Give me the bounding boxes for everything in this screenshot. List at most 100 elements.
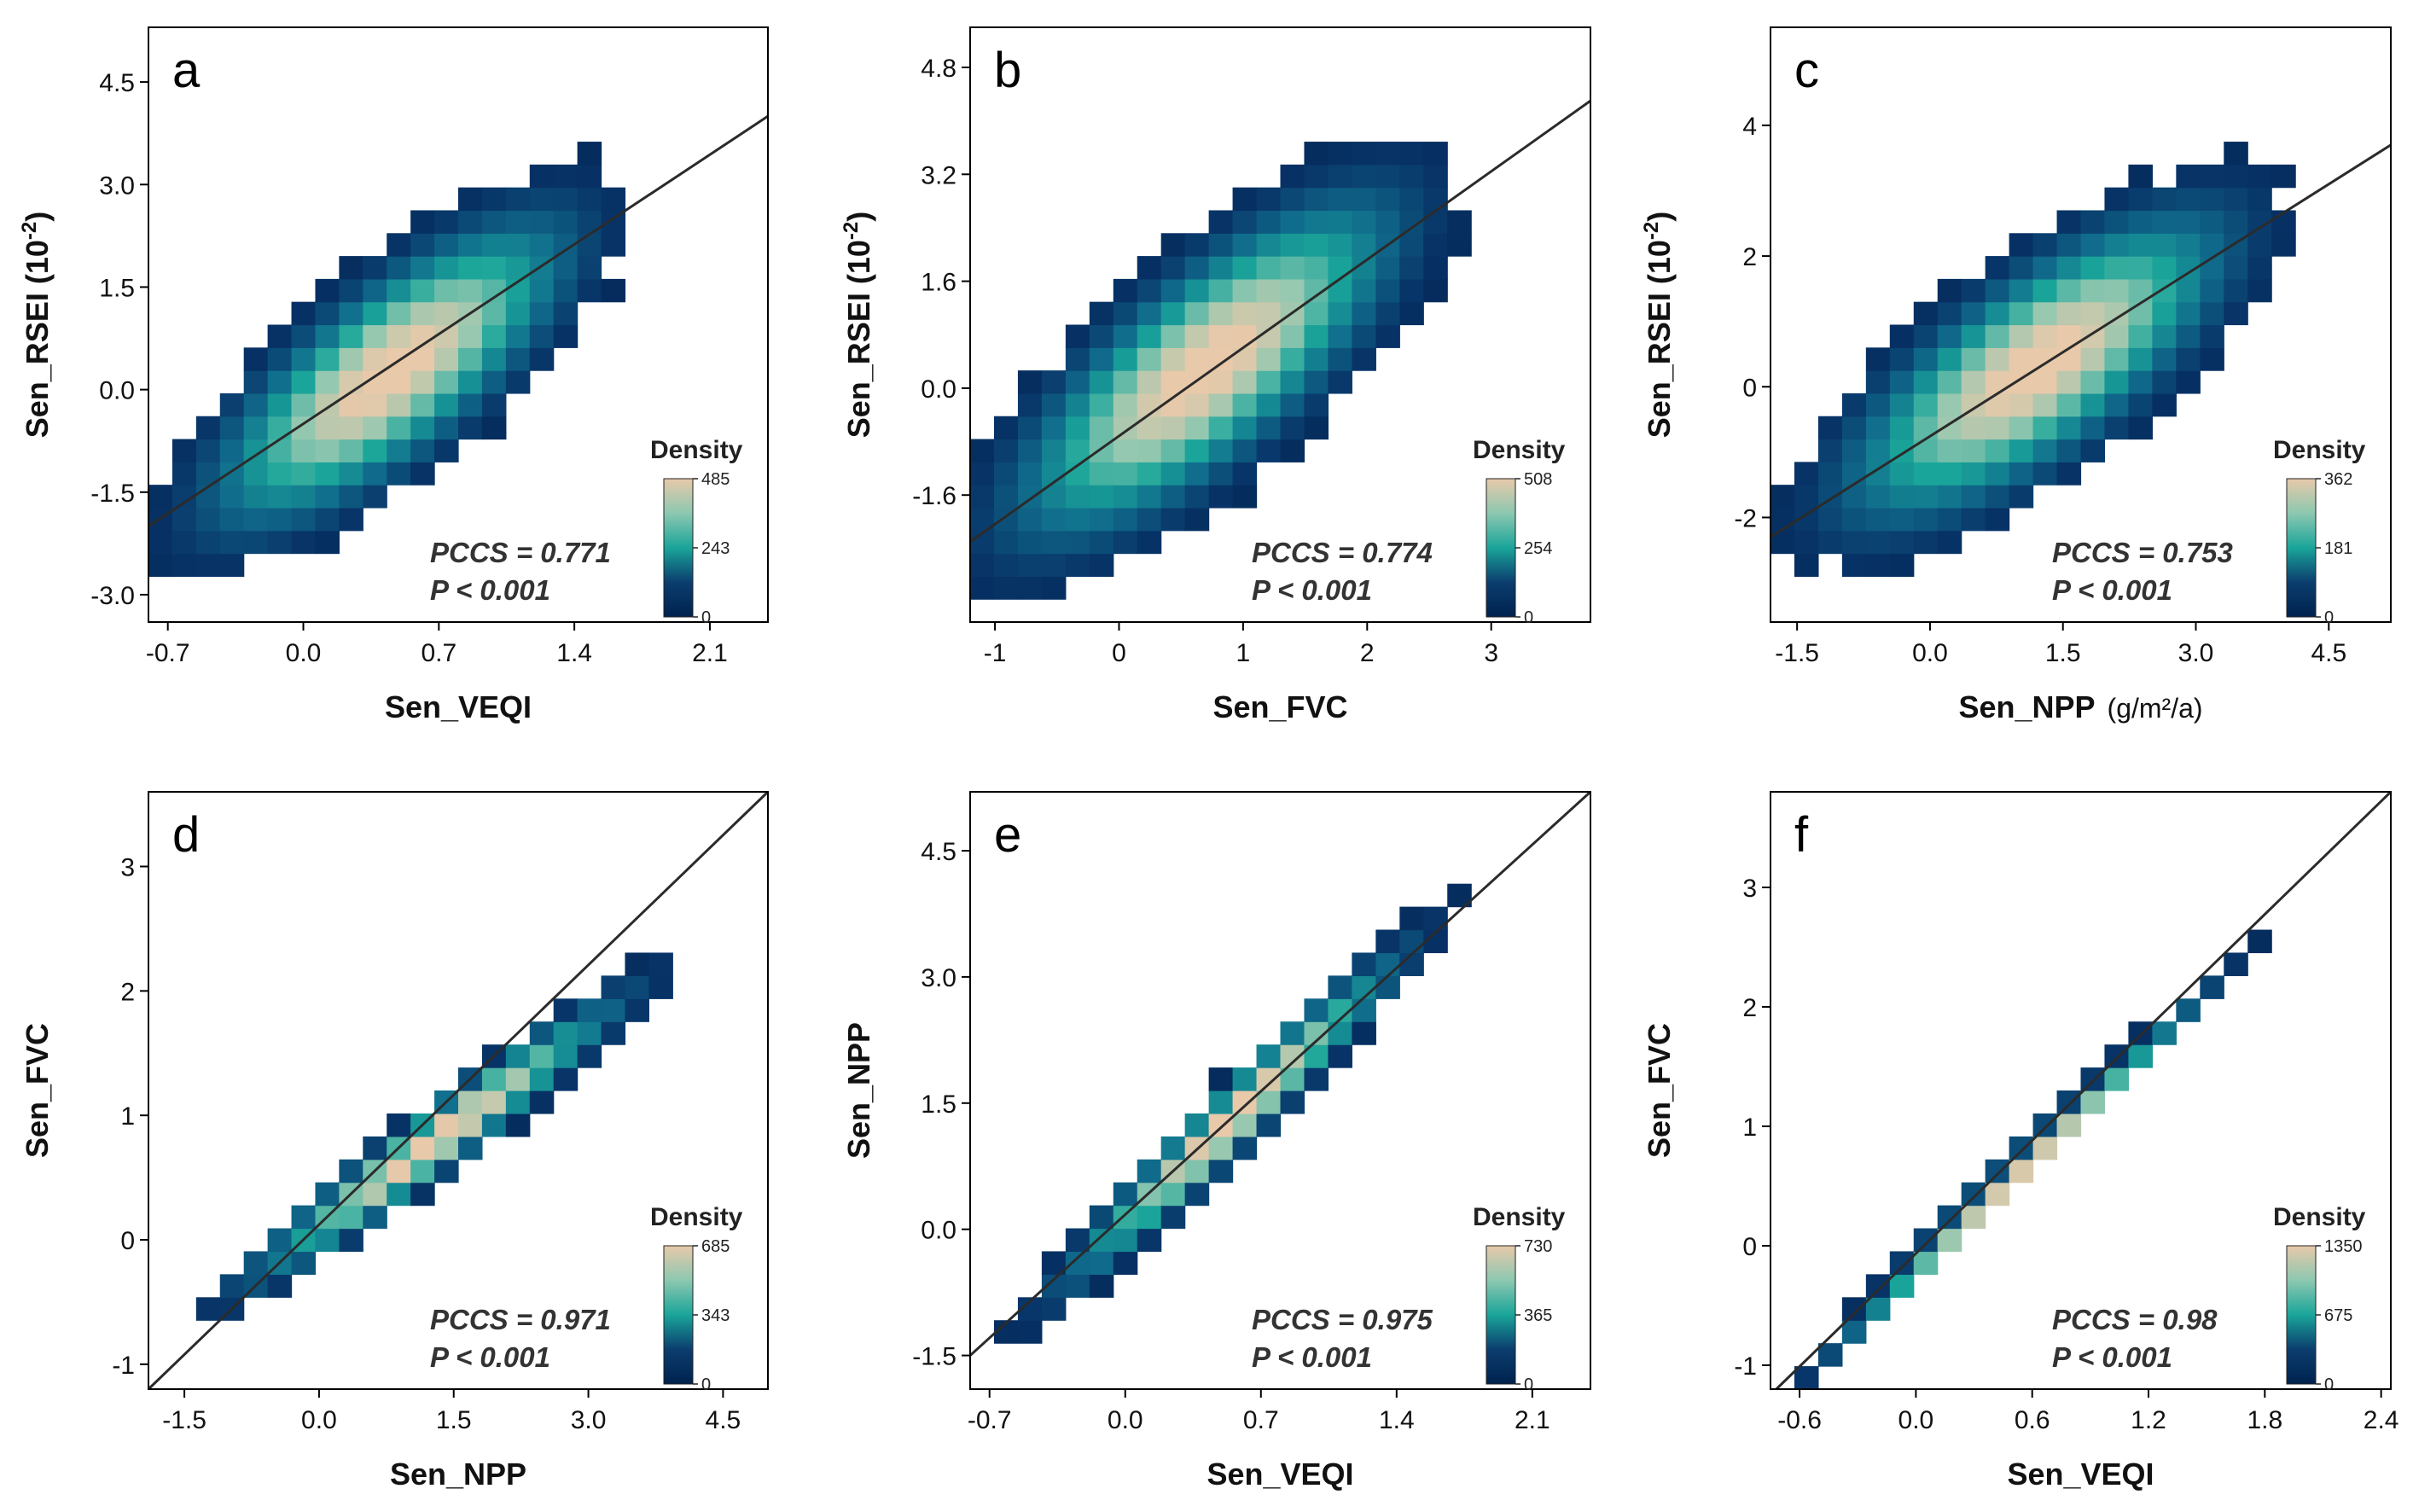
density-cell [195, 553, 221, 577]
density-cell [1328, 187, 1352, 212]
density-legend: Density 508 254 0 [1473, 436, 1566, 627]
density-cell [1817, 507, 1843, 532]
pccs-value: PCCS = 0.98 [2052, 1304, 2218, 1335]
density-cell [1794, 1366, 1819, 1390]
density-cell [1399, 187, 1424, 212]
density-cell [2200, 256, 2224, 280]
y-tick-label: 1.6 [921, 269, 956, 297]
density-cell [2176, 301, 2201, 326]
y-tick-label: 3.2 [921, 161, 956, 189]
density-cell [2128, 187, 2153, 212]
x-axis-label: Sen_FVC [1212, 689, 1347, 724]
density-cell [1865, 507, 1891, 532]
density-cell [1280, 1021, 1305, 1045]
density-cell [1817, 462, 1843, 486]
density-cell [1113, 530, 1138, 555]
density-cell [1089, 462, 1114, 486]
density-cell [2152, 324, 2177, 348]
density-cell [267, 485, 293, 509]
density-cell [363, 347, 387, 371]
density-cell [291, 462, 317, 486]
density-cell [1375, 929, 1400, 954]
y-axis-label: Sen_RSEI (10-2) [18, 212, 55, 438]
density-cell [2080, 393, 2106, 417]
density-cell [1113, 1251, 1138, 1275]
density-cell [458, 393, 483, 417]
density-cell [2104, 233, 2130, 257]
density-cell [458, 278, 483, 303]
density-cell [315, 278, 340, 303]
density-cell [505, 1090, 531, 1114]
density-cell [1961, 370, 1986, 394]
density-cell [481, 347, 507, 371]
density-cell [2200, 324, 2224, 348]
density-cell [1184, 1159, 1210, 1183]
density-cell [2009, 439, 2034, 462]
density-cell [1375, 952, 1400, 976]
x-tick-label: 2.1 [1515, 1406, 1550, 1434]
x-axis-unit: (g/m²/a) [2108, 693, 2203, 724]
density-cell [1041, 530, 1067, 555]
density-cell [1065, 324, 1090, 348]
density-cell [148, 530, 173, 555]
density-cell [1961, 1182, 1986, 1207]
density-cell [2104, 347, 2130, 371]
density-cell [410, 393, 435, 417]
density-cell [2271, 233, 2296, 257]
density-cell [2056, 256, 2082, 280]
density-cell [1256, 393, 1282, 417]
density-cell [291, 370, 317, 394]
density-cell [1208, 462, 1234, 486]
x-tick-label: 1.8 [2247, 1406, 2282, 1434]
density-cell [529, 347, 555, 371]
panel-letter: b [994, 43, 1021, 98]
density-cell [625, 998, 649, 1022]
density-cell [1160, 507, 1186, 532]
density-cell [2176, 278, 2201, 303]
density-cell [1280, 256, 1305, 280]
density-cell [458, 347, 483, 371]
density-cell [243, 393, 269, 417]
density-cell [195, 530, 221, 555]
density-cell [1137, 370, 1162, 394]
density-cell [993, 530, 1019, 555]
density-cell [387, 233, 411, 257]
density-cell [1328, 233, 1352, 257]
density-cell [1352, 301, 1376, 326]
density-cell [1137, 507, 1162, 532]
density-cell [339, 1205, 363, 1230]
legend-title: Density [1473, 436, 1566, 464]
density-cell [1017, 393, 1043, 417]
density-cell [315, 301, 340, 326]
density-cell [1208, 393, 1234, 417]
density-cell [993, 416, 1019, 440]
density-cell [387, 462, 411, 486]
density-cell [529, 233, 555, 257]
density-cell [577, 164, 602, 189]
density-cell [1841, 462, 1867, 486]
x-tick-label: 0.0 [1912, 639, 1948, 667]
density-cell [458, 324, 483, 348]
density-cell [553, 1067, 579, 1091]
pccs-value: PCCS = 0.753 [2052, 537, 2233, 568]
p-value: P < 0.001 [2052, 1341, 2172, 1373]
density-cell [1913, 1251, 1939, 1275]
density-cell [1304, 187, 1329, 212]
density-cell [2104, 187, 2130, 212]
density-cell [243, 370, 269, 394]
density-cell [1137, 530, 1162, 555]
x-tick-label: -1.5 [1775, 639, 1819, 667]
density-cell [553, 1021, 579, 1045]
density-cell [601, 233, 626, 257]
density-cell [970, 553, 995, 577]
density-cell [1137, 324, 1162, 348]
density-cell [195, 507, 221, 532]
colorbar-tick-label: 0 [701, 608, 711, 627]
x-tick-label: -0.7 [968, 1406, 1012, 1434]
y-axis-unit: (10 [20, 240, 55, 293]
density-cell [410, 278, 435, 303]
density-cell [2200, 187, 2224, 212]
density-cell [1184, 485, 1210, 509]
density-cell [387, 301, 411, 326]
density-cell [1985, 439, 2010, 462]
